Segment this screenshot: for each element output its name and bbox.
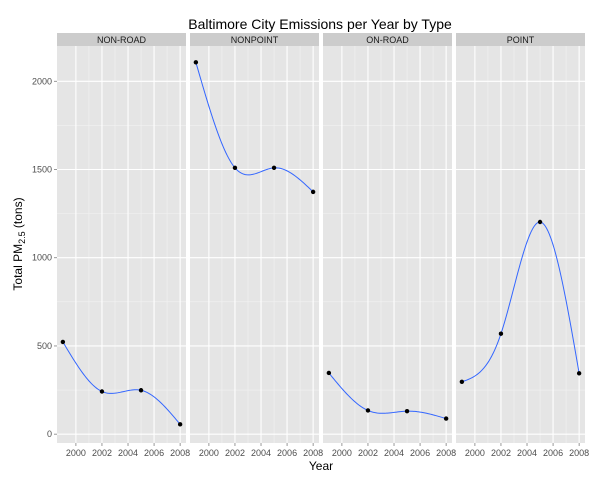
x-tick-label: 2002 [225,448,245,458]
panel-point: POINT 2000 2002 2004 2006 2008 [456,33,589,458]
strip-label: NON-ROAD [97,35,146,45]
y-tick-label: 1500 [32,165,52,175]
panel-nonpoint: NONPOINT 2000 2002 2004 2006 2008 [190,33,323,458]
y-axis-title-suffix: (tons) [11,197,25,231]
data-point [459,379,465,385]
x-tick-label: 2004 [517,448,537,458]
x-tick-label: 2006 [543,448,563,458]
panel-on-road: ON-ROAD 2000 2002 2004 2006 2008 [323,33,456,458]
x-tick-label: 2006 [144,448,164,458]
panel-background [323,46,452,443]
data-point [99,389,105,394]
x-tick-label: 2004 [251,448,271,458]
data-point [232,165,238,171]
data-point [537,219,543,225]
x-tick-label: 2006 [410,448,430,458]
panel-background [190,46,319,443]
data-point [177,422,183,427]
data-point [365,408,371,413]
strip-background [57,33,186,46]
data-point [60,339,66,345]
strip-background [190,33,319,46]
x-tick-label: 2004 [118,448,138,458]
strip-background [456,33,585,46]
y-axis: 0 500 1000 1500 2000 [32,76,57,439]
x-tick-label: 2000 [199,448,219,458]
data-point [443,416,449,421]
strip-label: POINT [507,35,535,45]
panels-group: NON-ROAD 2000 2002 2004 2006 2008 NONPOINT 2000… [57,33,589,458]
series-line [62,341,181,425]
x-tick-label: 2006 [277,448,297,458]
x-tick-label: 2008 [436,448,456,458]
data-point [271,165,277,171]
data-point [576,371,582,376]
y-axis-title: Total PM2.5 (tons) [11,197,27,290]
x-tick-label: 2002 [358,448,378,458]
x-tick-label: 2002 [491,448,511,458]
y-tick-label: 0 [47,429,52,439]
series-line [461,221,580,383]
x-tick-label: 2008 [303,448,323,458]
x-tick-label: 2008 [170,448,190,458]
y-tick-label: 500 [37,341,52,351]
x-tick-label: 2002 [92,448,112,458]
data-point [326,370,332,376]
panel-non-road: NON-ROAD 2000 2002 2004 2006 2008 [57,33,190,458]
x-tick-label: 2004 [384,448,404,458]
x-axis-title: Year [309,459,333,473]
strip-label: NONPOINT [231,35,279,45]
x-tick-label: 2000 [465,448,485,458]
y-axis-title-subscript: 2.5 [17,231,27,244]
x-tick-label: 2000 [332,448,352,458]
strip-label: ON-ROAD [366,35,409,45]
y-tick-label: 2000 [32,76,52,86]
x-tick-label: 2008 [569,448,589,458]
y-tick-label: 1000 [32,253,52,263]
data-point [404,408,410,414]
chart-title: Baltimore City Emissions per Year by Typ… [188,16,452,32]
data-point [193,60,199,65]
panel-background [57,46,186,443]
y-axis-title-prefix: Total PM [11,244,25,291]
data-point [310,189,316,195]
series-line [328,372,447,420]
data-point [498,331,504,336]
panel-background [456,46,585,443]
series-line [195,62,314,193]
strip-background [323,33,452,46]
x-tick-label: 2000 [66,448,86,458]
data-point [138,388,144,393]
